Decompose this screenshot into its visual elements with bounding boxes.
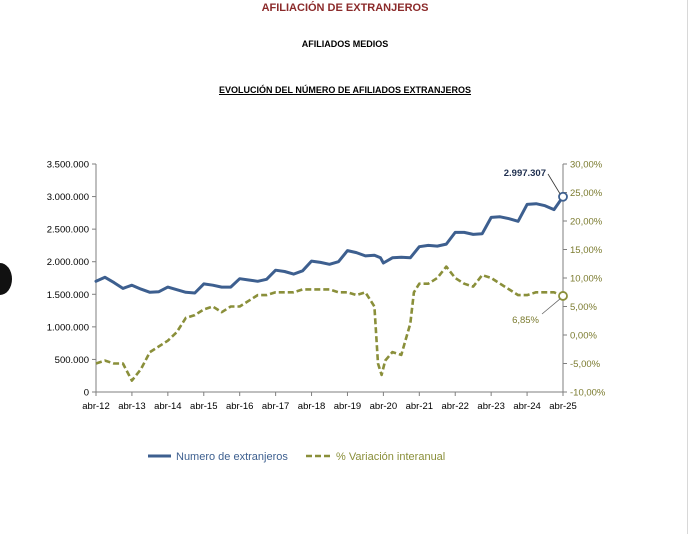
right-y-tick-label: 0,00%	[570, 331, 597, 342]
annotation-value-variacion: 6,85%	[512, 315, 539, 326]
x-tick-label: abr-13	[118, 401, 145, 412]
right-y-tick-label: 15,00%	[570, 245, 603, 256]
legend-label-variacion: % Variación interanual	[336, 451, 445, 463]
x-tick-label: abr-22	[441, 401, 468, 412]
x-tick-label: abr-19	[334, 401, 361, 412]
left-y-tick-label: 500.000	[55, 355, 89, 366]
x-tick-label: abr-23	[477, 401, 504, 412]
left-y-tick-label: 1.000.000	[47, 322, 89, 333]
series-end-point-extranjeros	[558, 191, 568, 202]
series-line-extranjeros	[94, 195, 565, 295]
series-line-variacion	[95, 265, 564, 382]
x-tick-label: abr-15	[190, 401, 217, 412]
legend-label-extranjeros: Numero de extranjeros	[176, 451, 288, 463]
left-y-tick-label: 3.500.000	[47, 160, 89, 171]
right-y-tick-label: 20,00%	[570, 217, 603, 228]
series-end-point-variacion	[558, 291, 568, 301]
page-title: AFILIACIÓN DE EXTRANJEROS	[261, 2, 429, 14]
left-y-tick-label: 1.500.000	[47, 290, 89, 301]
x-tick-label: abr-12	[82, 401, 109, 412]
x-tick-label: abr-17	[262, 401, 289, 412]
x-tick-label: abr-20	[370, 401, 397, 412]
right-y-tick-label: -10,00%	[570, 388, 606, 399]
x-tick-label: abr-25	[549, 401, 576, 412]
x-tick-label: abr-18	[298, 401, 325, 412]
chart-title: EVOLUCIÓN DEL NÚMERO DE AFILIADOS EXTRAN…	[218, 85, 472, 95]
right-y-tick-label: 25,00%	[570, 188, 603, 199]
left-y-tick-label: 2.000.000	[47, 257, 89, 268]
right-y-tick-label: 30,00%	[570, 160, 603, 171]
right-y-tick-label: -5,00%	[570, 359, 601, 370]
right-edge-rule	[687, 0, 688, 534]
left-y-tick-label: 0	[84, 388, 89, 399]
annotation-leader-extranjeros	[547, 173, 561, 194]
right-y-tick-label: 5,00%	[570, 302, 597, 313]
left-y-tick-label: 2.500.000	[47, 225, 89, 236]
annotation-value-extranjeros: 2.997.307	[504, 168, 546, 179]
annotation-leader-variacion	[541, 298, 561, 315]
x-tick-label: abr-16	[226, 401, 253, 412]
page-subtitle: AFILIADOS MEDIOS	[301, 39, 389, 49]
x-tick-label: abr-21	[406, 401, 433, 412]
side-tab-dot	[0, 263, 12, 295]
x-tick-label: abr-14	[154, 401, 181, 412]
x-tick-label: abr-24	[513, 401, 540, 412]
left-y-tick-label: 3.000.000	[47, 192, 89, 203]
right-y-tick-label: 10,00%	[570, 274, 603, 285]
